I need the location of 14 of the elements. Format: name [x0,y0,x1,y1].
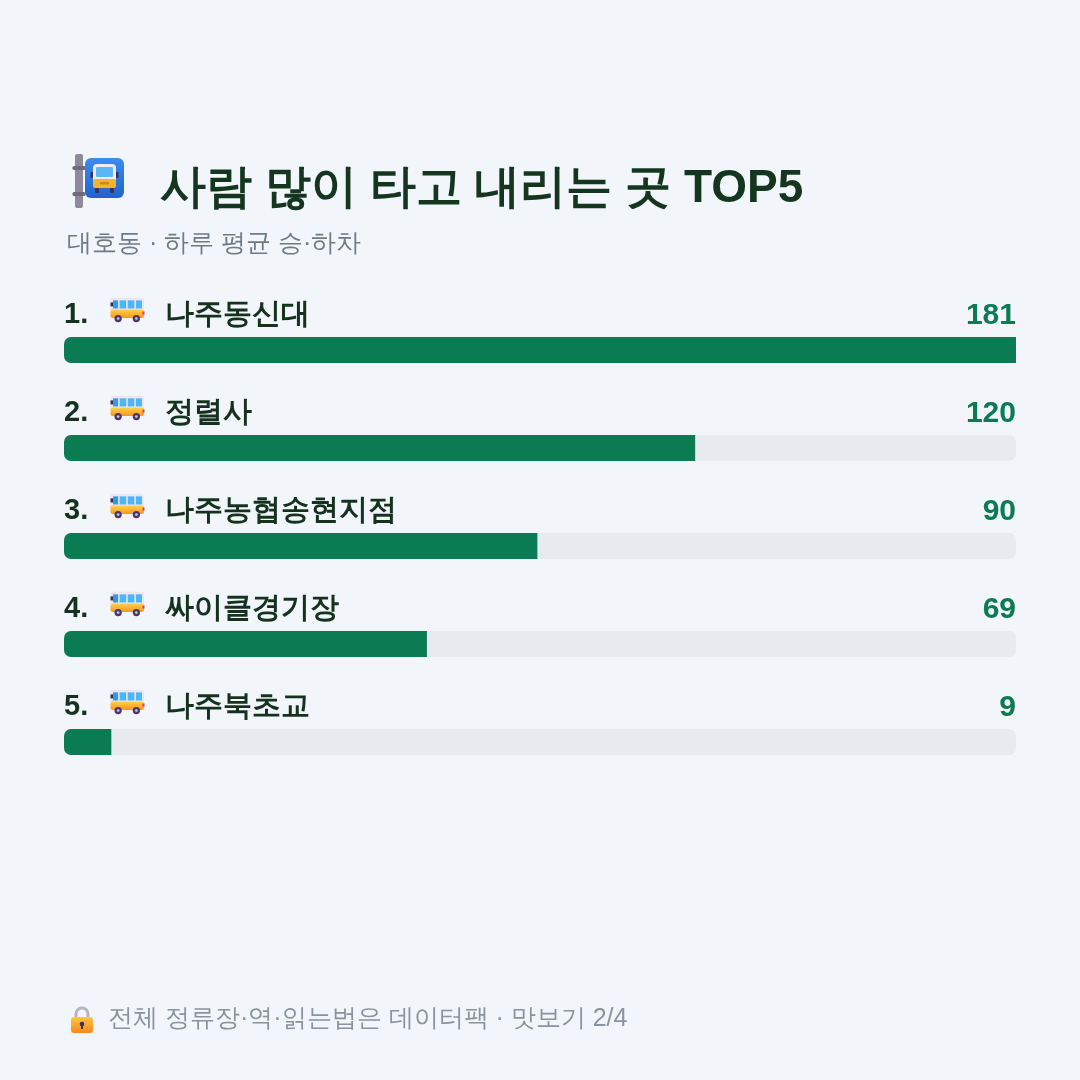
category-label: 4. 싸이클경기장 [64,591,339,623]
data-label: 90 [982,492,1016,526]
category-label: 2. 정렬사 [64,395,252,427]
category-label: 1. 나주동신대 [64,297,310,329]
data-label: 9 [999,688,1016,722]
bar [64,729,112,755]
chart-title: 사람 많이 타고 내리는 곳 TOP5 [160,160,804,212]
data-label: 69 [982,590,1016,624]
category-label: 5. 나주북초교 [64,689,310,721]
data-label: 181 [965,296,1016,330]
text: 전체 정류장·역·읽는법은 데이터팩 · 맛보기 2/4 [108,1002,628,1031]
chart-subtitle: 대호동 · 하루 평균 승·하차 [67,228,362,256]
data-label: 120 [965,394,1016,428]
category-label: 3. 나주농협송현지점 [64,493,397,525]
